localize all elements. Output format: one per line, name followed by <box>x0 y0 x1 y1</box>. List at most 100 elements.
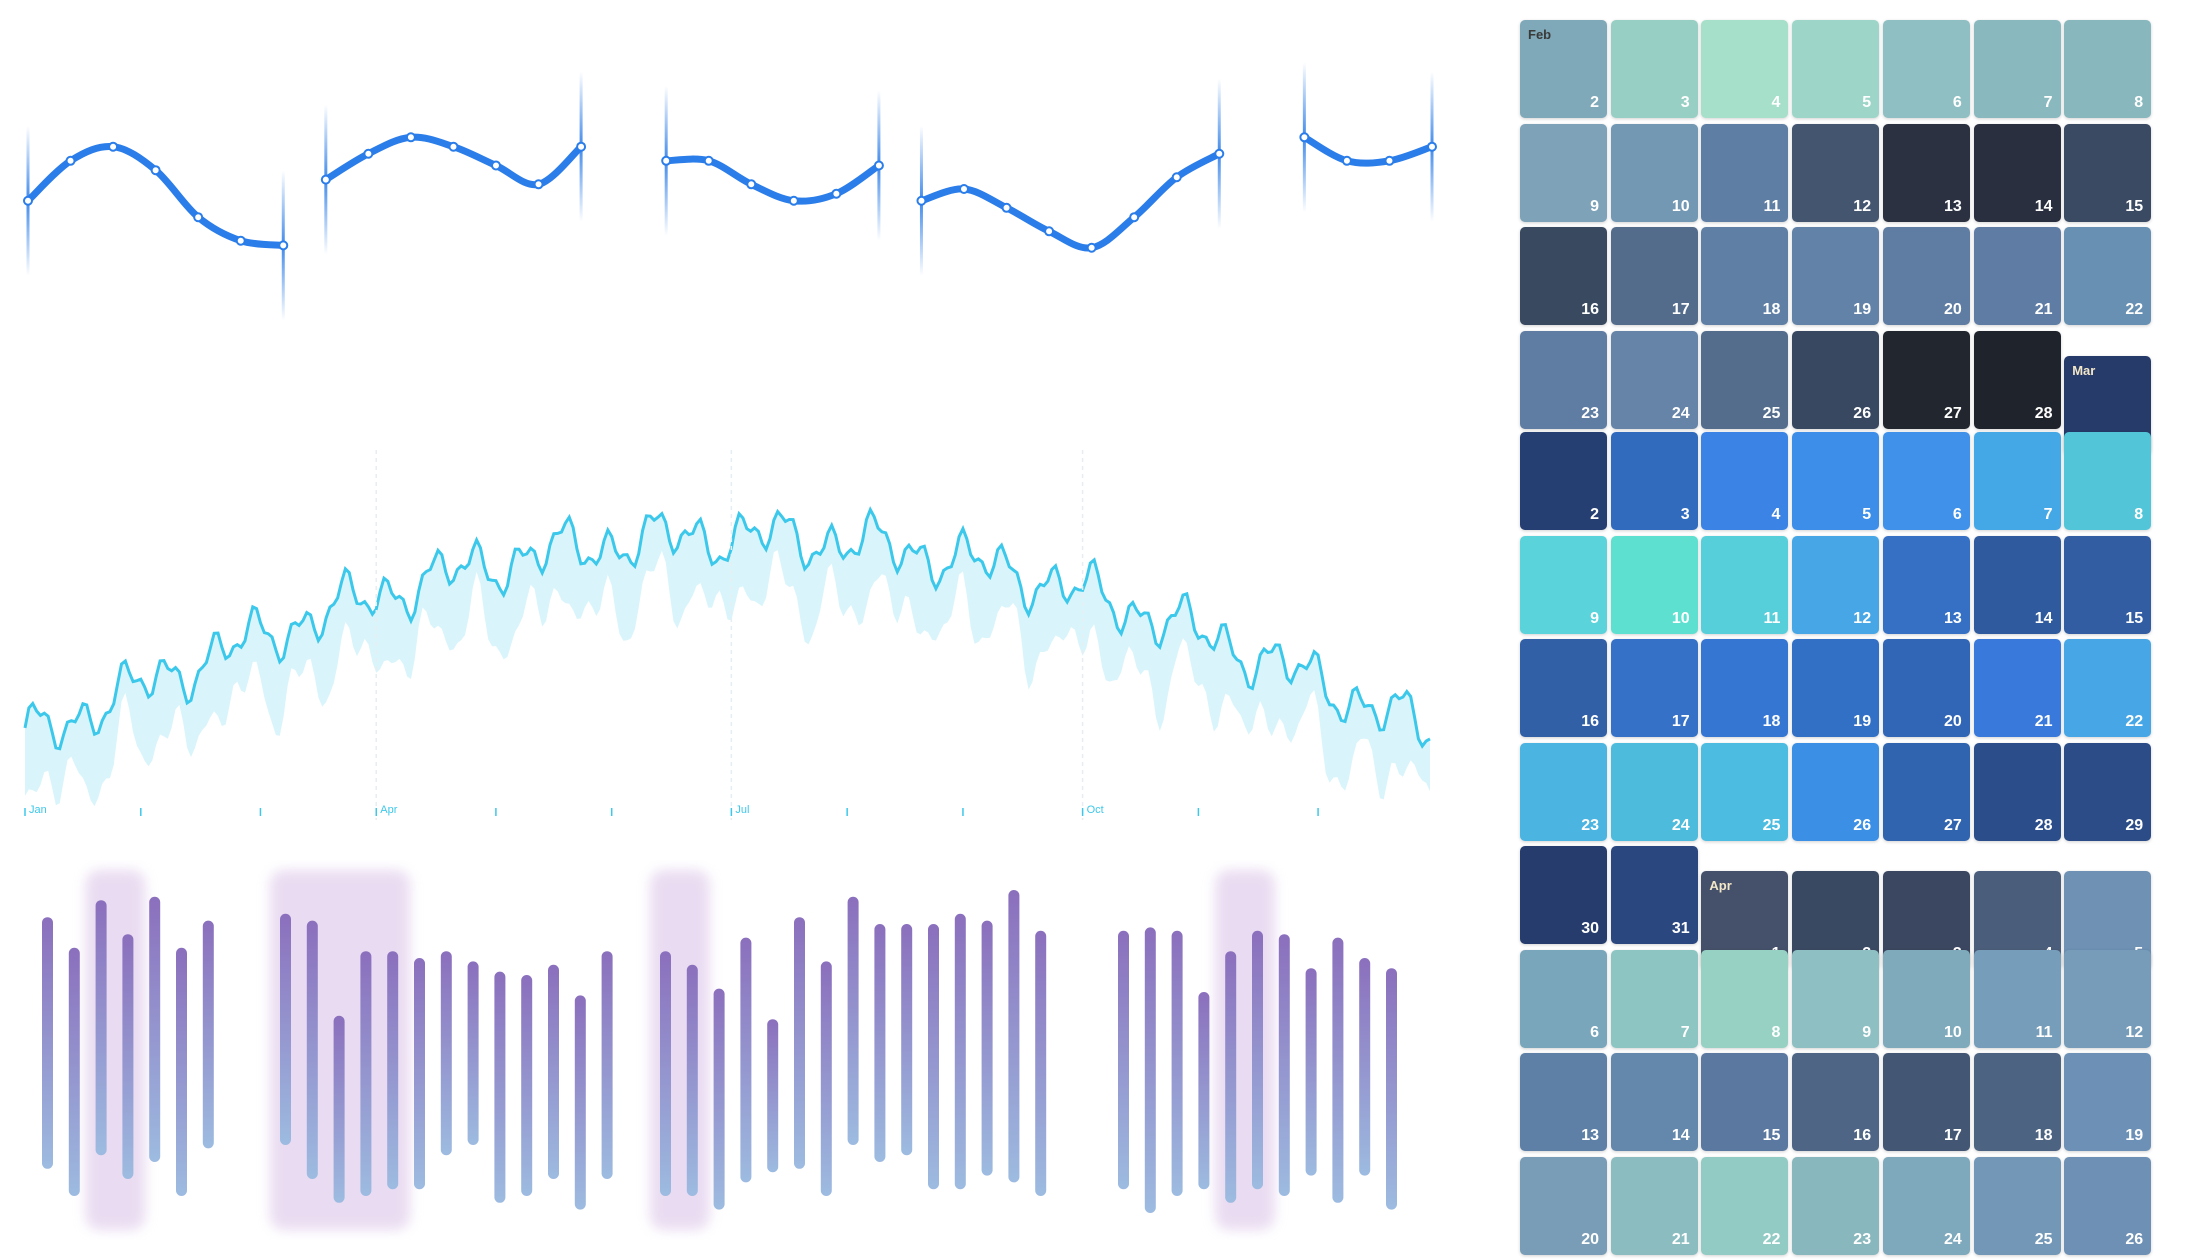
calendar-day-apr-17[interactable]: 17 <box>1882 1053 1970 1151</box>
calendar-day-mar-9[interactable]: 9 <box>1520 535 1607 634</box>
calendar-day-feb-11[interactable]: 11 <box>1701 123 1789 222</box>
calendar-day-mar-15[interactable]: 15 <box>2064 535 2152 634</box>
range-bar <box>1144 927 1156 1213</box>
line-point <box>959 184 969 194</box>
calendar-day-feb-14[interactable]: 14 <box>1973 123 2061 222</box>
calendar-day-feb-26[interactable]: 26 <box>1792 330 1880 429</box>
calendar-day-mar-30[interactable]: 30 <box>1520 846 1607 944</box>
calendar-day-apr-26[interactable]: 26 <box>2064 1156 2152 1255</box>
calendar-day-feb-27[interactable]: 27 <box>1882 330 1970 429</box>
line-point <box>703 155 714 166</box>
calendar-day-apr-19[interactable]: 19 <box>2064 1053 2152 1151</box>
calendar-day-mar-4[interactable]: 4 <box>1701 432 1789 530</box>
calendar-day-mar-23[interactable]: 23 <box>1520 742 1607 841</box>
calendar-day-feb-13[interactable]: 13 <box>1882 123 1970 222</box>
calendar-day-feb-24[interactable]: 24 <box>1610 330 1698 429</box>
calendar-day-mar-5[interactable]: 5 <box>1792 432 1880 530</box>
calendar-day-mar-2[interactable]: 2 <box>1520 432 1607 530</box>
calendar-day-apr-16[interactable]: 16 <box>1792 1053 1880 1151</box>
month-tick-label: Jul <box>735 804 749 816</box>
calendar-day-apr-23[interactable]: 23 <box>1792 1156 1880 1255</box>
calendar-day-apr-24[interactable]: 24 <box>1882 1156 1970 1255</box>
calendar-day-feb-10[interactable]: 10 <box>1610 123 1698 222</box>
calendar-day-mar-17[interactable]: 17 <box>1610 639 1698 737</box>
calendar-day-feb-20[interactable]: 20 <box>1882 227 1970 325</box>
calendar-day-feb-8[interactable]: 8 <box>2064 20 2152 118</box>
calendar-day-feb-12[interactable]: 12 <box>1792 123 1880 222</box>
calendar-day-feb-18[interactable]: 18 <box>1701 227 1789 325</box>
calendar-day-mar-18[interactable]: 18 <box>1701 639 1789 737</box>
calendar-day-feb-22[interactable]: 22 <box>2064 227 2152 325</box>
calendar-day-mar-10[interactable]: 10 <box>1610 535 1698 634</box>
calendar-day-mar-21[interactable]: 21 <box>1973 639 2061 737</box>
calendar-day-feb-17[interactable]: 17 <box>1610 227 1698 325</box>
day-number: 8 <box>1771 1023 1781 1041</box>
calendar-day-feb-5[interactable]: 5 <box>1792 20 1880 118</box>
range-bar <box>414 958 425 1190</box>
calendar-day-feb-9[interactable]: 9 <box>1520 123 1607 222</box>
range-bar <box>1198 992 1210 1190</box>
calendar-day-mar-28[interactable]: 28 <box>1973 742 2061 841</box>
calendar-day-mar-3[interactable]: 3 <box>1610 432 1698 530</box>
calendar-day-feb-2[interactable]: Feb 2 <box>1520 20 1607 118</box>
calendar-day-feb-3[interactable]: 3 <box>1610 20 1698 118</box>
day-number: 9 <box>1862 1023 1872 1041</box>
calendar-day-apr-7[interactable]: 7 <box>1610 949 1698 1048</box>
calendar-day-mar-16[interactable]: 16 <box>1520 639 1607 737</box>
calendar-day-apr-14[interactable]: 14 <box>1610 1053 1698 1151</box>
day-number: 2 <box>1590 94 1599 111</box>
calendar-day-mar-7[interactable]: 7 <box>1973 432 2061 530</box>
calendar-day-apr-18[interactable]: 18 <box>1973 1053 2061 1151</box>
calendar-day-mar-20[interactable]: 20 <box>1882 639 1970 737</box>
day-number: 15 <box>2125 609 2144 627</box>
calendar-day-mar-11[interactable]: 11 <box>1701 535 1789 634</box>
calendar-day-feb-25[interactable]: 25 <box>1701 330 1789 429</box>
calendar-day-apr-8[interactable]: 8 <box>1701 949 1789 1048</box>
calendar-day-mar-22[interactable]: 22 <box>2064 639 2152 737</box>
calendar-day-mar-12[interactable]: 12 <box>1792 535 1880 634</box>
calendar-day-feb-16[interactable]: 16 <box>1520 227 1607 325</box>
calendar-day-feb-6[interactable]: 6 <box>1882 20 1970 118</box>
calendar-day-feb-19[interactable]: 19 <box>1792 227 1880 325</box>
calendar-day-feb-4[interactable]: 4 <box>1701 20 1789 118</box>
calendar-day-mar-13[interactable]: 13 <box>1882 535 1970 634</box>
calendar-day-apr-10[interactable]: 10 <box>1882 949 1970 1048</box>
calendar-day-apr-20[interactable]: 20 <box>1520 1156 1607 1255</box>
range-bar <box>149 896 161 1162</box>
day-number: 9 <box>1590 197 1599 215</box>
calendar-day-mar-8[interactable]: 8 <box>2064 432 2152 530</box>
calendar-day-apr-13[interactable]: 13 <box>1520 1053 1607 1151</box>
calendar-day-apr-22[interactable]: 22 <box>1701 1156 1789 1255</box>
calendar-day-apr-15[interactable]: 15 <box>1701 1053 1789 1151</box>
day-number: 26 <box>1853 404 1872 422</box>
calendar-day-apr-9[interactable]: 9 <box>1792 949 1880 1048</box>
calendar-day-mar-19[interactable]: 19 <box>1792 639 1880 737</box>
calendar-day-mar-26[interactable]: 26 <box>1792 742 1880 841</box>
range-bar <box>360 951 372 1196</box>
calendar-day-apr-6[interactable]: 6 <box>1520 949 1607 1048</box>
calendar-day-feb-15[interactable]: 15 <box>2064 123 2152 222</box>
calendar-day-apr-25[interactable]: 25 <box>1973 1156 2061 1255</box>
day-number: 24 <box>1944 1230 1962 1248</box>
calendar-day-mar-27[interactable]: 27 <box>1882 742 1970 841</box>
day-number: 19 <box>2125 1127 2144 1144</box>
calendar-day-apr-12[interactable]: 12 <box>2064 949 2152 1048</box>
day-number: 6 <box>1952 506 1962 523</box>
calendar-day-mar-24[interactable]: 24 <box>1610 742 1698 841</box>
calendar-day-mar-6[interactable]: 6 <box>1882 432 1970 530</box>
line-point <box>1384 155 1395 166</box>
calendar-day-mar-14[interactable]: 14 <box>1973 535 2061 634</box>
calendar-day-mar-29[interactable]: 29 <box>2064 742 2152 841</box>
day-number: 25 <box>1762 816 1781 834</box>
line-point <box>746 179 757 190</box>
calendar-day-apr-21[interactable]: 21 <box>1610 1156 1698 1255</box>
calendar-day-mar-25[interactable]: 25 <box>1701 742 1789 841</box>
calendar-day-feb-7[interactable]: 7 <box>1973 20 2061 118</box>
range-bar <box>68 947 80 1196</box>
calendar-day-feb-23[interactable]: 23 <box>1520 330 1607 429</box>
range-bar <box>95 900 107 1156</box>
calendar-day-feb-21[interactable]: 21 <box>1973 227 2061 325</box>
calendar-day-mar-31[interactable]: 31 <box>1610 846 1698 944</box>
calendar-day-apr-11[interactable]: 11 <box>1973 949 2061 1048</box>
calendar-day-feb-28[interactable]: 28 <box>1973 330 2061 429</box>
